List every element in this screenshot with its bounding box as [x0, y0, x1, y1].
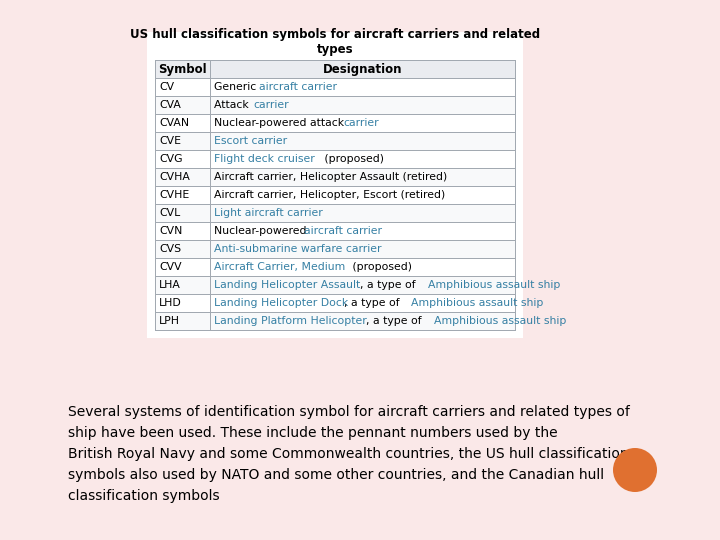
- Text: (proposed): (proposed): [321, 154, 384, 164]
- Text: CVG: CVG: [159, 154, 182, 164]
- Text: carrier: carrier: [343, 118, 379, 128]
- Text: Amphibious assault ship: Amphibious assault ship: [428, 280, 560, 290]
- Text: CVL: CVL: [159, 208, 180, 218]
- Bar: [210, 114, 515, 132]
- Text: Landing Helicopter Dock: Landing Helicopter Dock: [214, 298, 348, 308]
- Bar: [155, 186, 210, 204]
- Bar: [155, 204, 210, 222]
- Text: CVA: CVA: [159, 100, 181, 110]
- Circle shape: [613, 448, 657, 492]
- Text: carrier: carrier: [253, 100, 289, 110]
- Text: , a type of: , a type of: [366, 316, 426, 326]
- Text: CVS: CVS: [159, 244, 181, 254]
- Text: ship have been used. These include the pennant numbers used by the: ship have been used. These include the p…: [68, 426, 557, 440]
- Bar: [210, 222, 515, 240]
- Bar: [210, 276, 515, 294]
- Text: Designation: Designation: [323, 63, 402, 76]
- Text: LHA: LHA: [159, 280, 181, 290]
- Text: CVAN: CVAN: [159, 118, 189, 128]
- Text: , a type of: , a type of: [361, 280, 420, 290]
- Bar: [210, 96, 515, 114]
- Text: (proposed): (proposed): [349, 262, 413, 272]
- Text: British Royal Navy and some Commonwealth countries, the US hull classification: British Royal Navy and some Commonwealth…: [68, 447, 629, 461]
- Text: Aircraft carrier, Helicopter Assault (retired): Aircraft carrier, Helicopter Assault (re…: [214, 172, 447, 182]
- Text: Amphibious assault ship: Amphibious assault ship: [433, 316, 566, 326]
- Bar: [210, 132, 515, 150]
- Text: CVE: CVE: [159, 136, 181, 146]
- Text: aircraft carrier: aircraft carrier: [259, 82, 337, 92]
- Bar: [210, 78, 515, 96]
- Bar: [155, 258, 210, 276]
- Bar: [155, 294, 210, 312]
- Bar: [210, 258, 515, 276]
- Bar: [210, 168, 515, 186]
- Bar: [155, 78, 210, 96]
- Bar: [210, 150, 515, 168]
- Bar: [210, 60, 515, 78]
- Bar: [155, 240, 210, 258]
- Text: Attack: Attack: [214, 100, 252, 110]
- Bar: [210, 186, 515, 204]
- Bar: [147, 32, 523, 338]
- Bar: [155, 150, 210, 168]
- Bar: [210, 294, 515, 312]
- Bar: [155, 168, 210, 186]
- Text: LPH: LPH: [159, 316, 180, 326]
- Text: US hull classification symbols for aircraft carriers and related
types: US hull classification symbols for aircr…: [130, 28, 540, 56]
- Text: Aircraft Carrier, Medium: Aircraft Carrier, Medium: [214, 262, 346, 272]
- Text: Landing Platform Helicopter: Landing Platform Helicopter: [214, 316, 366, 326]
- Text: CVHE: CVHE: [159, 190, 189, 200]
- Text: symbols also used by NATO and some other countries, and the Canadian hull: symbols also used by NATO and some other…: [68, 468, 604, 482]
- Text: classification symbols: classification symbols: [68, 489, 220, 503]
- Bar: [155, 312, 210, 330]
- Text: Anti-submarine warfare carrier: Anti-submarine warfare carrier: [214, 244, 382, 254]
- Text: Amphibious assault ship: Amphibious assault ship: [411, 298, 544, 308]
- Bar: [155, 222, 210, 240]
- Text: LHD: LHD: [159, 298, 181, 308]
- Text: Several systems of identification symbol for aircraft carriers and related types: Several systems of identification symbol…: [68, 405, 630, 419]
- Text: Escort carrier: Escort carrier: [214, 136, 287, 146]
- Text: Symbol: Symbol: [158, 63, 207, 76]
- Text: Aircraft carrier, Helicopter, Escort (retired): Aircraft carrier, Helicopter, Escort (re…: [214, 190, 445, 200]
- Text: CV: CV: [159, 82, 174, 92]
- Bar: [155, 114, 210, 132]
- Text: Generic: Generic: [214, 82, 260, 92]
- Text: CVHA: CVHA: [159, 172, 190, 182]
- Bar: [155, 60, 210, 78]
- Text: aircraft carrier: aircraft carrier: [304, 226, 382, 236]
- Text: Light aircraft carrier: Light aircraft carrier: [214, 208, 323, 218]
- Text: CVN: CVN: [159, 226, 182, 236]
- Bar: [155, 276, 210, 294]
- Text: Landing Helicopter Assault: Landing Helicopter Assault: [214, 280, 360, 290]
- Text: Flight deck cruiser: Flight deck cruiser: [214, 154, 315, 164]
- Bar: [210, 312, 515, 330]
- Bar: [210, 240, 515, 258]
- Text: Nuclear-powered: Nuclear-powered: [214, 226, 310, 236]
- Bar: [155, 96, 210, 114]
- Bar: [155, 132, 210, 150]
- Text: , a type of: , a type of: [343, 298, 402, 308]
- Text: Nuclear-powered attack: Nuclear-powered attack: [214, 118, 348, 128]
- Bar: [210, 204, 515, 222]
- Text: CVV: CVV: [159, 262, 181, 272]
